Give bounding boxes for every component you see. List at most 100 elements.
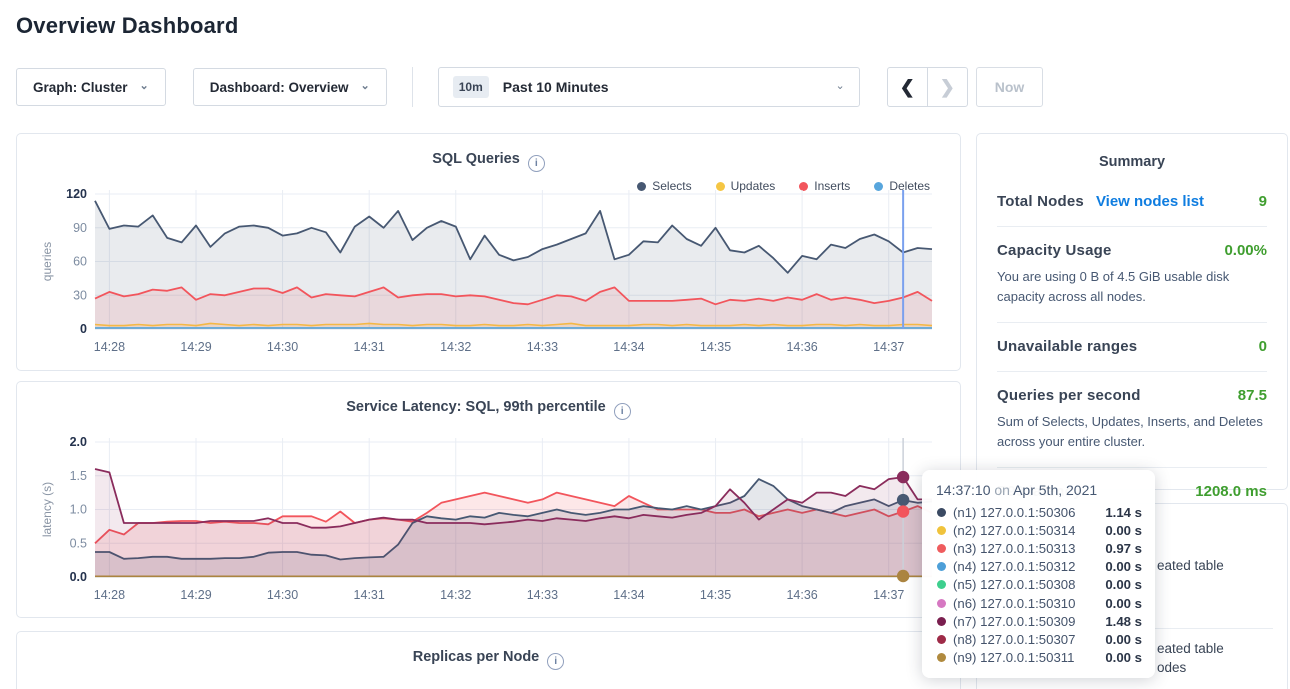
event-row-fragment[interactable]: eated table	[1157, 558, 1224, 573]
legend-item-deletes[interactable]: Deletes	[874, 179, 930, 193]
legend-item-selects[interactable]: Selects	[637, 179, 692, 193]
node-color-dot-icon	[937, 580, 946, 590]
tooltip-row: (n4) 127.0.0.1:50312 0.00 s	[935, 558, 1142, 576]
svg-text:0.0: 0.0	[70, 570, 87, 584]
page-title: Overview Dashboard	[16, 13, 239, 38]
service-latency-card: Service Latency: SQL, 99th percentile i 1…	[16, 381, 961, 618]
legend-dot-icon	[799, 181, 809, 191]
service-latency-chart[interactable]: 14:28 14:29 14:30 14:31 14:32 14:33 14:34 14:35…	[27, 434, 952, 612]
info-icon[interactable]: i	[527, 154, 545, 172]
legend-label: Deletes	[889, 179, 930, 193]
summary-row-value: 1208.0 ms	[1195, 483, 1267, 500]
tooltip-node-label: (n4) 127.0.0.1:50312	[953, 559, 1076, 575]
svg-text:14:32: 14:32	[440, 588, 471, 602]
summary-row-value: 0	[1258, 338, 1267, 355]
event-row-fragment[interactable]: eated table	[1157, 641, 1224, 656]
svg-text:14:30: 14:30	[267, 340, 298, 354]
svg-text:14:33: 14:33	[527, 588, 558, 602]
tooltip-row: (n3) 127.0.0.1:50313 0.97 s	[935, 539, 1142, 557]
svg-text:14:37: 14:37	[873, 588, 904, 602]
legend-label: Inserts	[814, 179, 851, 193]
time-forward-button[interactable]: ❯	[926, 67, 968, 107]
tooltip-node-value: 1.14 s	[1105, 504, 1142, 520]
svg-text:14:35: 14:35	[700, 588, 731, 602]
legend-item-updates[interactable]: Updates	[715, 179, 776, 193]
svg-text:14:34: 14:34	[613, 588, 644, 602]
summary-row-label: Queries per second	[997, 387, 1141, 404]
tooltip-rows: (n1) 127.0.0.1:50306 1.14 s (n2) 127.0.0.1…	[935, 503, 1142, 667]
svg-text:14:31: 14:31	[354, 588, 385, 602]
dashboard-dropdown[interactable]: Dashboard: Overview ⌄	[192, 68, 387, 106]
tooltip-node-value: 0.00 s	[1105, 650, 1142, 666]
node-color-dot-icon	[937, 562, 946, 572]
tooltip-node-value: 0.00 s	[1105, 631, 1142, 647]
time-step-buttons: ❮ ❯	[886, 67, 968, 107]
node-color-dot-icon	[937, 634, 946, 644]
view-nodes-list-link[interactable]: View nodes list	[1095, 193, 1205, 210]
tooltip-node-label: (n3) 127.0.0.1:50313	[953, 540, 1076, 556]
sql-queries-legend: Selects Updates Inserts Deletes	[637, 179, 930, 193]
sql-queries-chart[interactable]: 14:28 14:29 14:30 14:31 14:32 14:33 14:34 14:35…	[27, 186, 952, 364]
graph-dropdown[interactable]: Graph: Cluster ⌄	[16, 68, 166, 106]
chevron-down-icon: ⌄	[360, 79, 370, 92]
svg-text:queries: queries	[40, 242, 54, 281]
svg-text:14:30: 14:30	[267, 588, 298, 602]
event-row-fragment[interactable]: odes	[1157, 660, 1187, 675]
svg-text:14:33: 14:33	[527, 340, 558, 354]
svg-text:1.0: 1.0	[70, 503, 87, 517]
legend-label: Updates	[730, 179, 776, 193]
tooltip-node-label: (n5) 127.0.0.1:50308	[953, 577, 1076, 593]
chart-hover-tooltip: 14:37:10 on Apr 5th, 2021 (n1) 127.0.0.1…	[922, 470, 1155, 678]
tooltip-node-label: (n1) 127.0.0.1:50306	[953, 504, 1076, 520]
tooltip-node-value: 0.00 s	[1105, 522, 1142, 538]
legend-dot-icon	[715, 181, 725, 191]
node-color-dot-icon	[937, 616, 946, 626]
summary-row-value: 9	[1258, 193, 1267, 210]
svg-text:0.5: 0.5	[70, 536, 87, 550]
tooltip-row: (n8) 127.0.0.1:50307 0.00 s	[935, 630, 1142, 648]
replicas-per-node-card: Replicas per Node i	[16, 631, 961, 689]
chevron-left-icon: ❮	[899, 76, 915, 97]
svg-text:14:37: 14:37	[873, 340, 904, 354]
node-color-dot-icon	[937, 507, 946, 517]
replicas-per-node-title: Replicas per Node i	[17, 632, 960, 670]
tooltip-node-label: (n6) 127.0.0.1:50310	[953, 595, 1076, 611]
time-range-badge: 10m	[452, 76, 489, 98]
summary-body: Total Nodes View nodes list 9 Capacity Usag…	[977, 178, 1287, 516]
tooltip-node-value: 0.97 s	[1105, 540, 1142, 556]
summary-row: Unavailable ranges 0	[997, 323, 1267, 372]
summary-row-value: 87.5	[1237, 387, 1267, 404]
svg-text:14:31: 14:31	[354, 340, 385, 354]
tooltip-node-value: 0.00 s	[1105, 595, 1142, 611]
svg-text:120: 120	[66, 187, 87, 201]
legend-dot-icon	[637, 181, 647, 191]
controls-divider	[411, 67, 413, 107]
time-range-label: Past 10 Minutes	[502, 79, 609, 95]
node-color-dot-icon	[937, 598, 946, 608]
time-range-dropdown[interactable]: 10m Past 10 Minutes ⌄	[437, 67, 860, 107]
node-color-dot-icon	[937, 653, 946, 663]
time-back-button[interactable]: ❮	[886, 67, 928, 107]
tooltip-node-value: 0.00 s	[1105, 577, 1142, 593]
summary-row-label: Unavailable ranges	[997, 338, 1138, 355]
tooltip-node-value: 1.48 s	[1105, 613, 1142, 629]
now-button[interactable]: Now	[975, 67, 1044, 107]
graph-dropdown-label: Graph: Cluster	[33, 79, 128, 95]
tooltip-node-value: 0.00 s	[1105, 559, 1142, 575]
legend-dot-icon	[874, 181, 884, 191]
legend-label: Selects	[652, 179, 692, 193]
tooltip-row: (n2) 127.0.0.1:50314 0.00 s	[935, 521, 1142, 539]
tooltip-timestamp: 14:37:10 on Apr 5th, 2021	[936, 482, 1098, 498]
info-icon[interactable]: i	[547, 652, 565, 670]
svg-text:14:28: 14:28	[94, 588, 125, 602]
svg-text:60: 60	[73, 255, 87, 269]
info-icon[interactable]: i	[613, 402, 631, 420]
sql-queries-card: SQL Queries i Selects Updates Inserts Delete…	[16, 133, 961, 371]
summary-row-description: You are using 0 B of 4.5 GiB usable disk…	[997, 269, 1230, 304]
legend-item-inserts[interactable]: Inserts	[799, 179, 850, 193]
svg-text:latency (s): latency (s)	[40, 482, 54, 537]
svg-text:14:29: 14:29	[180, 340, 211, 354]
summary-row: Queries per second 87.5 Sum of Selects, Up…	[997, 372, 1267, 468]
summary-row-label: Capacity Usage	[997, 242, 1112, 259]
tooltip-node-label: (n9) 127.0.0.1:50311	[953, 650, 1075, 666]
